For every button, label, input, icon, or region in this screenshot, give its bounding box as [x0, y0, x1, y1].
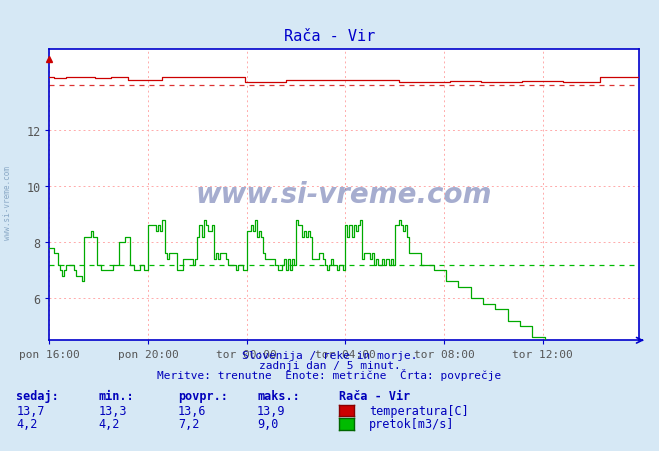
Text: 4,2: 4,2 — [99, 418, 120, 431]
Text: 7,2: 7,2 — [178, 418, 199, 431]
Text: 13,6: 13,6 — [178, 404, 206, 417]
Text: www.si-vreme.com: www.si-vreme.com — [3, 166, 13, 240]
Text: Slovenija / reke in morje.: Slovenija / reke in morje. — [242, 350, 417, 360]
Text: povpr.:: povpr.: — [178, 389, 228, 402]
Text: sedaj:: sedaj: — [16, 389, 59, 402]
Text: www.si-vreme.com: www.si-vreme.com — [196, 181, 492, 209]
Text: min.:: min.: — [99, 389, 134, 402]
Text: Rača - Vir: Rača - Vir — [284, 29, 375, 44]
Text: 9,0: 9,0 — [257, 418, 278, 431]
Text: 13,9: 13,9 — [257, 404, 285, 417]
Text: 13,3: 13,3 — [99, 404, 127, 417]
Text: pretok[m3/s]: pretok[m3/s] — [369, 418, 455, 431]
Text: Meritve: trenutne  Enote: metrične  Črta: povprečje: Meritve: trenutne Enote: metrične Črta: … — [158, 368, 501, 380]
Text: Rača - Vir: Rača - Vir — [339, 389, 411, 402]
Text: temperatura[C]: temperatura[C] — [369, 404, 469, 417]
Text: zadnji dan / 5 minut.: zadnji dan / 5 minut. — [258, 360, 401, 370]
Text: 13,7: 13,7 — [16, 404, 45, 417]
Text: maks.:: maks.: — [257, 389, 300, 402]
Text: 4,2: 4,2 — [16, 418, 38, 431]
